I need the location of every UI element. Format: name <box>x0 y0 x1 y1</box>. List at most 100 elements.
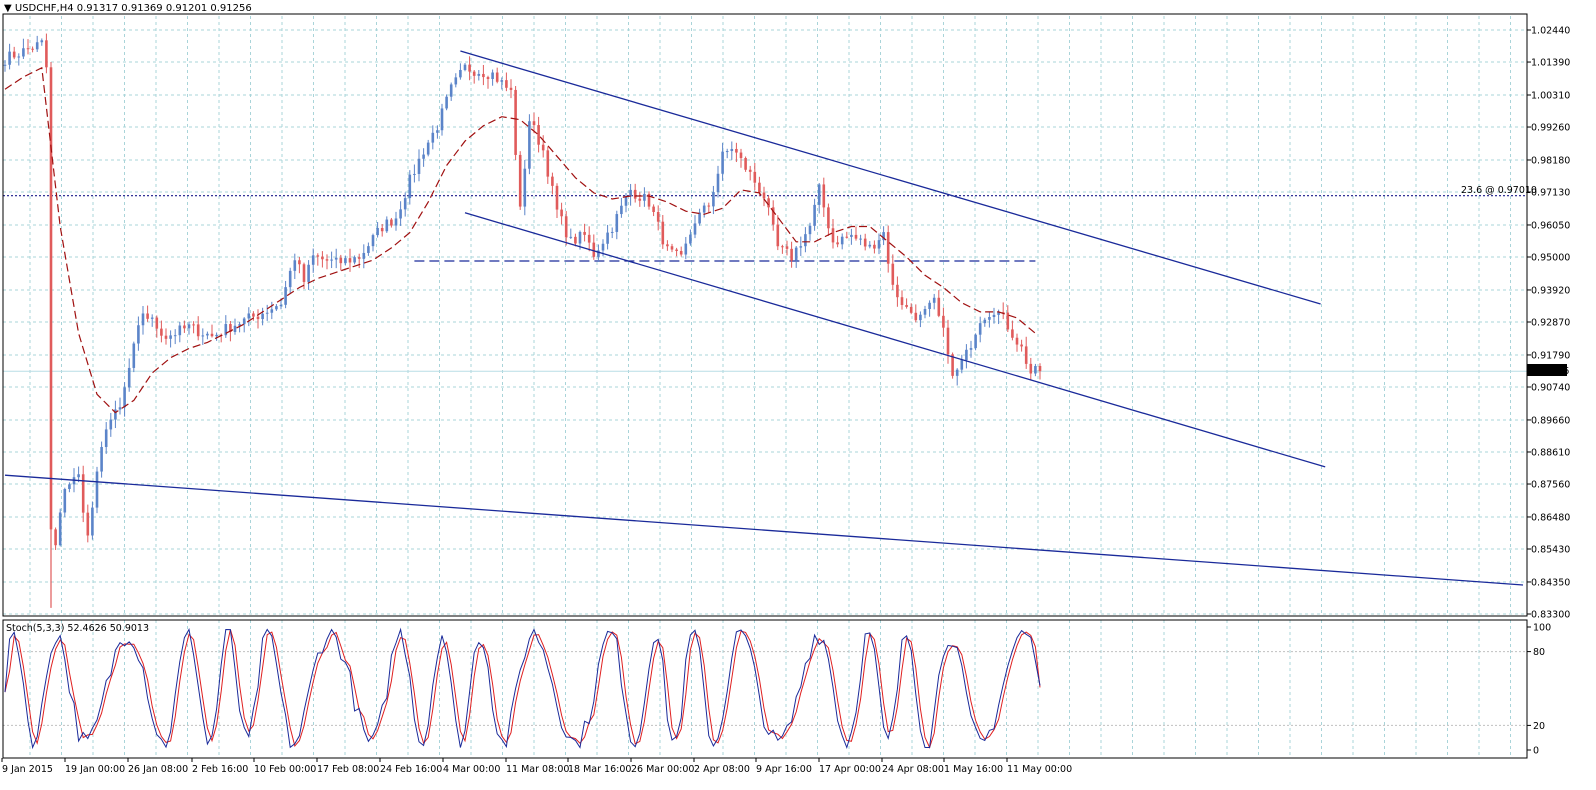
time-tick-label: 9 Apr 16:00 <box>756 764 812 775</box>
trend-lines <box>4 50 1524 586</box>
stochastic-panel <box>3 627 1527 750</box>
time-tick-label: 17 Feb 08:00 <box>317 764 379 775</box>
candle-body <box>233 325 237 333</box>
candle-body <box>173 335 177 337</box>
time-tick-label: 9 Jan 2015 <box>2 764 53 775</box>
price-tick-label: 1.01390 <box>1531 58 1570 69</box>
candle-body <box>288 270 292 288</box>
candle-body <box>81 474 85 513</box>
candle-body <box>1020 344 1023 347</box>
candle-body <box>183 325 186 329</box>
candle-body <box>546 150 550 177</box>
time-tick-label: 17 Apr 00:00 <box>819 764 881 775</box>
candle-body <box>730 148 734 152</box>
candle-body <box>781 246 784 248</box>
candle-body <box>923 309 927 315</box>
candle-body <box>758 182 761 193</box>
candle-body <box>597 250 600 257</box>
candle-body <box>247 313 251 319</box>
candle-body <box>353 257 356 263</box>
candle-body <box>160 328 163 336</box>
price-tick-label: 0.92870 <box>1531 318 1570 329</box>
candle-body <box>955 369 959 376</box>
candle-body <box>1006 312 1010 330</box>
candle-body <box>670 246 674 250</box>
stoch-tick-label: 80 <box>1533 647 1545 658</box>
candle-body <box>928 302 931 310</box>
price-tick-label: 0.86480 <box>1531 512 1570 523</box>
stoch-tick-label: 0 <box>1533 746 1539 757</box>
candle-body <box>141 313 145 326</box>
candle-body <box>537 125 540 145</box>
candle-body <box>615 214 619 232</box>
candle-body <box>77 474 80 478</box>
candle-body <box>95 471 99 508</box>
candle-body <box>804 234 807 247</box>
candle-body <box>132 343 136 368</box>
candle-body <box>109 419 113 430</box>
candle-body <box>877 240 881 249</box>
candle-body <box>997 312 1000 315</box>
candle-body <box>114 409 117 420</box>
candle-body <box>426 142 430 155</box>
candle-body <box>210 333 214 337</box>
candle-body <box>390 219 393 226</box>
candle-body <box>155 317 159 329</box>
candle-body <box>449 84 453 97</box>
candle-body <box>1015 337 1019 345</box>
candle-body <box>776 224 780 247</box>
candle-body <box>279 304 283 307</box>
candle-body <box>702 205 706 213</box>
candle-body <box>215 334 218 337</box>
candle-body <box>316 255 320 257</box>
candle-body <box>8 51 11 65</box>
stoch-axis: 100 80 20 0 <box>1527 623 1551 757</box>
time-axis: 9 Jan 2015 19 Jan 00:00 26 Jan 08:00 2 Feb … <box>1 758 1072 775</box>
candle-body <box>417 158 421 174</box>
candle-body <box>748 169 752 172</box>
candle-body <box>873 244 876 249</box>
candle-body <box>436 130 439 133</box>
candle-body <box>31 48 34 50</box>
price-tick-label: 1.00310 <box>1531 90 1570 101</box>
price-tick-label: 0.97130 <box>1531 188 1570 199</box>
candle-body <box>886 232 890 264</box>
time-tick-label: 1 May 16:00 <box>944 764 1003 775</box>
long-trendline-line <box>4 474 1524 586</box>
candle-body <box>431 132 435 143</box>
candle-body <box>753 171 757 183</box>
candle-body <box>541 144 545 151</box>
candle-body <box>339 257 343 264</box>
candle-body <box>725 151 729 153</box>
candle-body <box>574 236 577 244</box>
candle-body <box>822 184 826 208</box>
candle-body <box>500 80 504 82</box>
candle-body <box>712 192 715 207</box>
candle-body <box>909 306 913 313</box>
candle-body <box>330 259 333 261</box>
candle-body <box>270 309 274 313</box>
candle-body <box>348 258 352 263</box>
candle-body <box>942 315 945 328</box>
collapse-arrow-icon[interactable]: ▼ <box>4 3 12 14</box>
price-tick-label: 0.88610 <box>1531 447 1570 458</box>
time-tick-label: 26 Mar 00:00 <box>631 764 694 775</box>
candle-body <box>169 335 172 339</box>
candle-body <box>850 234 853 237</box>
candle-body <box>583 231 586 235</box>
candle-body <box>100 447 103 472</box>
candle-body <box>564 216 568 238</box>
price-tick-label: 0.85430 <box>1531 545 1570 556</box>
candle-body <box>656 211 660 222</box>
price-tick-label: 0.96050 <box>1531 220 1570 231</box>
candle-body <box>380 227 384 232</box>
candle-body <box>905 304 908 307</box>
candle-body <box>610 231 614 233</box>
candle-body <box>827 207 830 229</box>
fib-label: 23.6 @ 0.97010 <box>1461 185 1537 196</box>
candle-body <box>206 333 209 336</box>
candle-body <box>698 212 701 224</box>
time-tick-label: 24 Feb 16:00 <box>380 764 442 775</box>
candle-body <box>261 313 264 320</box>
candle-body <box>560 209 563 217</box>
